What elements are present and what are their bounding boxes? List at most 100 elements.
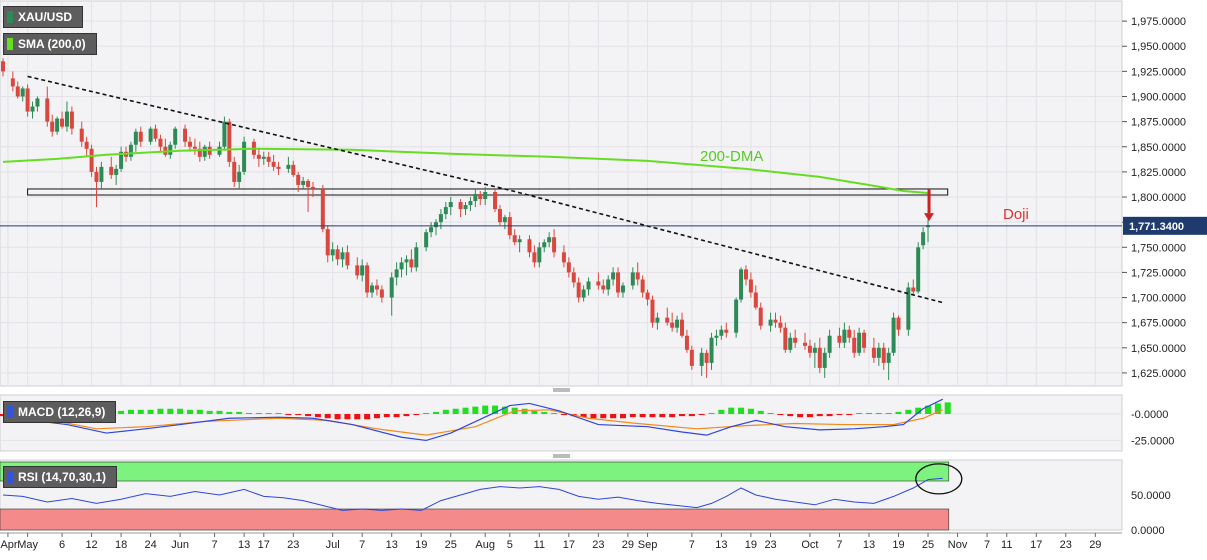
macd-histogram-bar <box>580 414 587 418</box>
x-tick-label: Sep <box>638 539 658 551</box>
x-tick-label: 13 <box>715 539 727 551</box>
candle-body <box>463 205 468 210</box>
macd-histogram-bar <box>925 405 932 415</box>
sma-swatch <box>7 38 13 50</box>
x-tick-label: 13 <box>863 539 875 551</box>
x-tick-label: 11 <box>1001 539 1012 551</box>
candle-body <box>606 279 611 290</box>
doji-arrow-head <box>924 213 935 222</box>
doji-label: Doji <box>1003 206 1029 223</box>
candle-body <box>330 249 335 256</box>
rsi-y-tick-label: 50.0000 <box>1131 490 1171 502</box>
x-tick-label: 23 <box>287 539 299 551</box>
macd-histogram-bar <box>295 414 302 416</box>
candle-body <box>743 269 748 280</box>
candle-body <box>433 222 438 228</box>
x-tick-label: 23 <box>1060 539 1072 551</box>
y-tick-label: 1,725.0000 <box>1131 267 1186 279</box>
candle-body <box>921 232 926 246</box>
macd-histogram-bar <box>373 414 380 419</box>
macd-histogram-bar <box>688 414 695 417</box>
candle-body <box>566 262 571 273</box>
candle-body <box>202 146 207 157</box>
candle-body <box>119 151 124 169</box>
price-plot-area <box>0 0 1123 387</box>
candle-body <box>399 262 404 270</box>
candle-body <box>256 154 261 159</box>
x-tick-label: Oct <box>801 539 818 551</box>
candle-body <box>719 329 724 336</box>
macd-histogram-bar <box>639 414 646 418</box>
candle-body <box>443 207 448 215</box>
candle-body <box>138 131 143 142</box>
macd-histogram-bar <box>423 412 430 415</box>
macd-y-tick-label: -25.0000 <box>1131 435 1174 447</box>
candle-body <box>502 217 507 223</box>
macd-histogram-bar <box>236 411 243 415</box>
macd-histogram-bar <box>442 409 449 415</box>
annotations: 200-DMA Doji <box>700 148 1029 223</box>
candle-body <box>266 156 271 162</box>
candle-body <box>886 352 891 363</box>
candle-body <box>596 281 601 286</box>
candle-body <box>50 121 55 132</box>
candle-body <box>286 164 291 169</box>
macd-histogram-bar <box>492 405 499 415</box>
macd-histogram-bar <box>698 414 705 416</box>
y-tick-label: 1,750.0000 <box>1131 242 1186 254</box>
macd-histogram-bar <box>147 409 154 415</box>
candle-body <box>325 229 330 256</box>
candle-body <box>788 337 793 350</box>
candle-body <box>370 285 375 293</box>
candle-body <box>197 148 202 157</box>
candle-body <box>158 138 163 147</box>
candle-body <box>478 194 483 200</box>
macd-histogram-bar <box>324 414 331 419</box>
macd-histogram-bar <box>344 414 351 420</box>
sma-tag[interactable]: SMA (200,0) <box>3 33 97 55</box>
candle-body <box>10 78 15 87</box>
macd-histogram-bar <box>865 412 872 415</box>
macd-histogram-bar <box>738 407 745 415</box>
x-tick-label: 17 <box>563 539 575 551</box>
candle-body <box>458 202 463 210</box>
candle-body <box>911 287 916 292</box>
candle-body <box>620 285 625 293</box>
macd-histogram-bar <box>885 412 892 415</box>
candle-body <box>803 342 808 346</box>
rsi-line <box>2 477 943 511</box>
y-tick-label: 1,650.0000 <box>1131 343 1186 355</box>
y-tick-label: 1,950.0000 <box>1131 41 1186 53</box>
price-panel: 1,625.0000 1,650.0000 1,675.0000 1,700.0000… <box>0 0 1207 387</box>
candle-body <box>69 111 74 129</box>
candle-body <box>217 146 222 155</box>
instrument-tag[interactable]: XAU/USD <box>3 6 84 28</box>
candle-body <box>684 335 689 350</box>
candle-body <box>537 247 542 263</box>
macd-tag[interactable]: MACD (12,26,9) <box>3 401 117 423</box>
candle-body <box>817 347 822 368</box>
x-tick-label: May <box>17 539 38 551</box>
macd-histogram-bar <box>846 414 853 416</box>
candle-body <box>448 202 453 208</box>
candle-body <box>527 239 532 253</box>
candle-body <box>497 209 502 223</box>
candle-body <box>15 86 20 97</box>
candle-body <box>547 237 552 243</box>
macd-histogram-bar <box>777 414 784 416</box>
macd-histogram-bar <box>610 414 617 419</box>
candle-body <box>793 337 798 343</box>
last-price-box <box>1123 216 1207 235</box>
candle-body <box>532 252 537 263</box>
candle-body <box>739 269 744 300</box>
macd-histogram-bar <box>177 408 184 415</box>
candle-body <box>394 269 399 278</box>
candle-body <box>64 111 69 127</box>
candle-body <box>748 279 753 293</box>
candle-body <box>857 332 862 353</box>
rsi-tag[interactable]: RSI (14,70,30,1) <box>3 466 118 488</box>
candle-body <box>699 352 704 366</box>
macd-histogram-bar <box>905 409 912 415</box>
rsi-panel: 50.0000 0.0000 <box>0 459 1171 537</box>
macd-histogram-bar <box>393 414 400 418</box>
